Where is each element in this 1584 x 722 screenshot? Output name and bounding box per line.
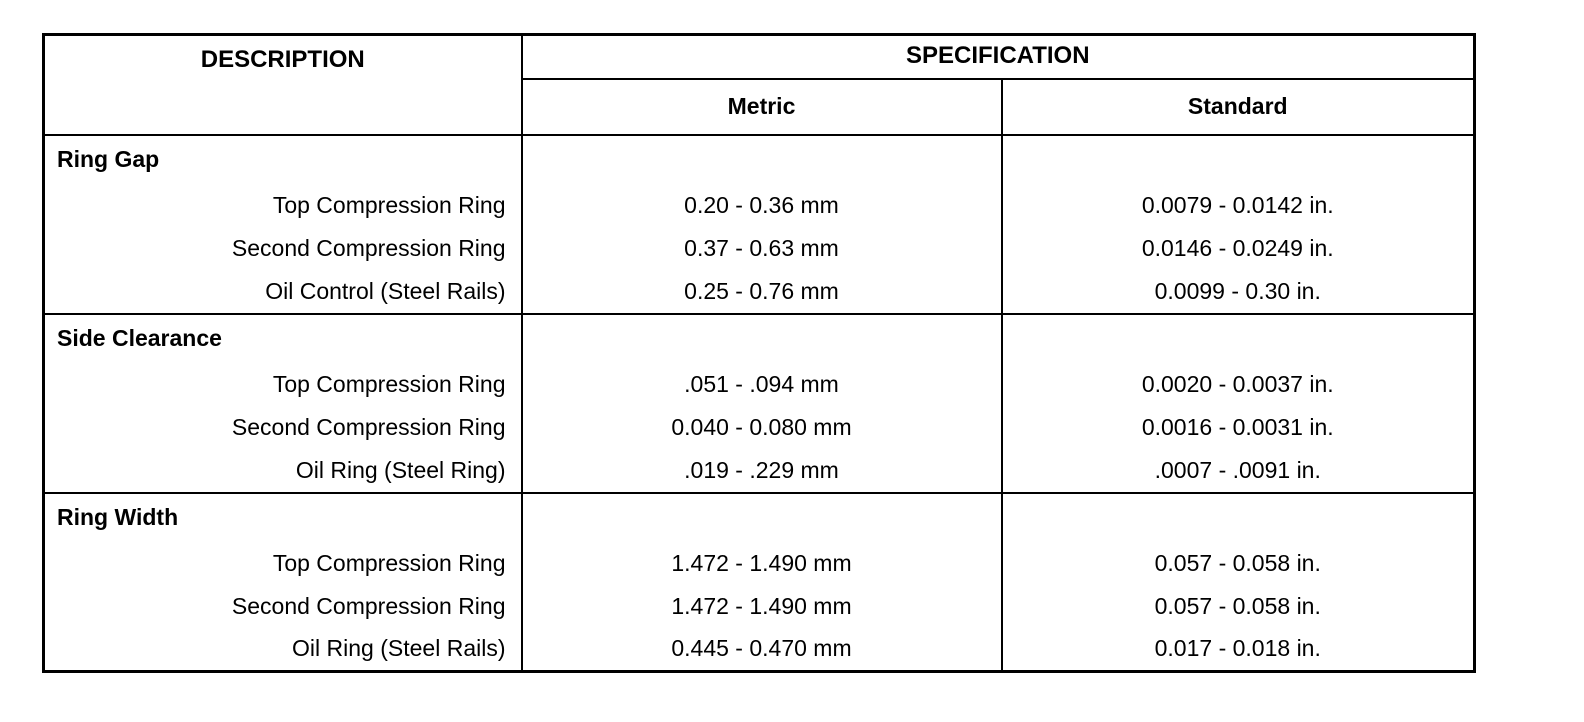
metric-value: 1.472 - 1.490 mm [521,542,1003,586]
row-label: Top Compression Ring [43,184,523,228]
empty-cell [1001,312,1475,364]
section-title: Side Clearance [43,312,523,364]
standard-value: 0.017 - 0.018 in. [1154,635,1321,662]
section-title: Ring Width [43,491,523,543]
header-standard: Standard [1001,78,1475,136]
metric-value: 1.472 - 1.490 mm [521,585,1003,629]
standard-value: 0.0079 - 0.0142 in. [1141,192,1334,219]
table-row: Top Compression Ring 1.472 - 1.490 mm 0.… [43,542,1475,586]
standard-value: 0.0020 - 0.0037 in. [1141,371,1334,398]
row-label: Oil Ring (Steel Ring) [43,449,523,493]
standard-value: 0.057 - 0.058 in. [1154,550,1321,577]
empty-cell [521,491,1003,543]
header-metric: Metric [521,78,1003,136]
metric-value: .051 - .094 mm [521,363,1003,407]
row-label: Top Compression Ring [43,363,523,407]
empty-cell [521,312,1003,364]
section-header-row: Ring Width [43,491,1475,543]
empty-cell [1001,133,1475,185]
empty-cell [1001,491,1475,543]
table-row: Oil Ring (Steel Ring) .019 - .229 mm .00… [43,449,1475,493]
section-header-row: Ring Gap [43,133,1475,185]
specifications-table: DESCRIPTION SPECIFICATION Metric Standar… [42,33,1476,673]
metric-value: .019 - .229 mm [521,449,1003,493]
metric-value: 0.20 - 0.36 mm [521,184,1003,228]
standard-value: .0007 - .0091 in. [1154,456,1321,483]
table-row: Second Compression Ring 1.472 - 1.490 mm… [43,585,1475,629]
table-row: Second Compression Ring 0.040 - 0.080 mm… [43,406,1475,450]
metric-value: 0.040 - 0.080 mm [521,406,1003,450]
metric-value: 0.37 - 0.63 mm [521,227,1003,271]
table-row: Top Compression Ring 0.20 - 0.36 mm 0.00… [43,184,1475,228]
header-specification: SPECIFICATION [521,34,1475,80]
standard-value: 0.0016 - 0.0031 in. [1141,414,1334,441]
standard-value: 0.057 - 0.058 in. [1154,593,1321,620]
header-description: DESCRIPTION [43,34,523,135]
table-row: Oil Ring (Steel Rails) 0.445 - 0.470 mm … [43,628,1475,672]
metric-value: 0.25 - 0.76 mm [521,270,1003,314]
section-header-row: Side Clearance [43,312,1475,364]
header-row-sub: Metric Standard [44,78,1475,136]
section-title: Ring Gap [43,133,523,185]
metric-value: 0.445 - 0.470 mm [521,628,1003,672]
table-row: Oil Control (Steel Rails) 0.25 - 0.76 mm… [43,270,1475,314]
row-label: Top Compression Ring [43,542,523,586]
row-label: Second Compression Ring [43,406,523,450]
standard-value: 0.0099 - 0.30 in. [1154,277,1321,304]
row-label: Second Compression Ring [43,585,523,629]
table-row: Second Compression Ring 0.37 - 0.63 mm 0… [43,227,1475,271]
standard-value: 0.0146 - 0.0249 in. [1141,235,1334,262]
row-label: Oil Control (Steel Rails) [43,270,523,314]
table-row: Top Compression Ring .051 - .094 mm 0.00… [43,363,1475,407]
header-row-top: DESCRIPTION SPECIFICATION [43,34,1475,135]
empty-cell [521,133,1003,185]
row-label: Oil Ring (Steel Rails) [43,628,523,672]
row-label: Second Compression Ring [43,227,523,271]
